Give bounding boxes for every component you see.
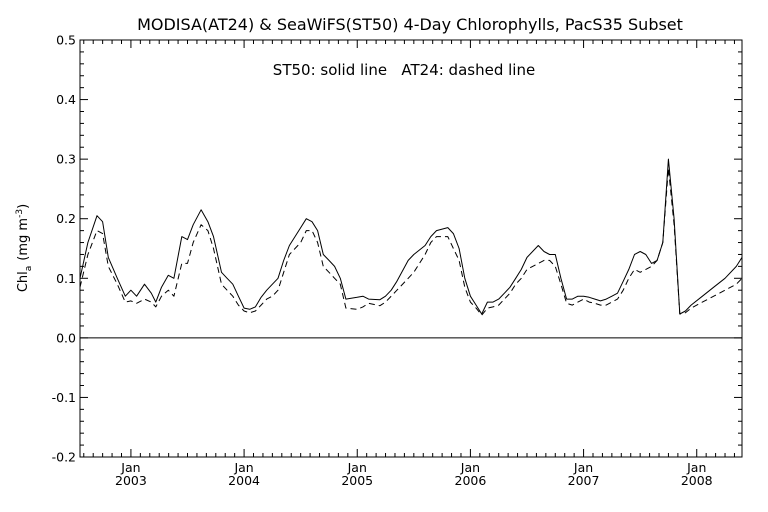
line-style-note: ST50: solid line AT24: dashed line — [273, 61, 535, 79]
x-tick-month: Jan — [120, 460, 140, 475]
dashed-line-note: AT24: dashed line — [401, 61, 535, 79]
plot-frame — [79, 39, 743, 458]
series-line-st50 — [79, 158, 743, 315]
y-tick-label: 0.5 — [56, 33, 76, 48]
y-tick-label: -0.1 — [52, 390, 76, 405]
plot-area: 0.50.40.30.20.10.0-0.1-0.2Jan2003Jan2004… — [52, 33, 743, 488]
x-tick-year: 2006 — [455, 473, 487, 488]
x-tick-month: Jan — [686, 460, 706, 475]
x-tick-month: Jan — [233, 460, 253, 475]
x-tick-year: 2005 — [341, 473, 373, 488]
x-tick-month: Jan — [573, 460, 593, 475]
y-tick-label: 0.1 — [56, 271, 76, 286]
x-tick-month: Jan — [460, 460, 480, 475]
x-tick-year: 2007 — [568, 473, 600, 488]
y-tick-label: 0.2 — [56, 211, 76, 226]
solid-line-note: ST50: solid line — [273, 61, 387, 79]
x-tick-year: 2008 — [681, 473, 713, 488]
x-tick-year: 2003 — [115, 473, 147, 488]
chart-title: MODISA(AT24) & SeaWiFS(ST50) 4-Day Chlor… — [137, 15, 683, 34]
y-tick-label: -0.2 — [52, 450, 76, 465]
x-tick-month: Jan — [347, 460, 367, 475]
y-axis-label: Chla(mg m-3) — [15, 204, 34, 292]
x-tick-year: 2004 — [228, 473, 260, 488]
y-tick-label: 0.3 — [56, 152, 76, 167]
y-tick-label: 0.4 — [56, 92, 76, 107]
series-line-at24 — [79, 167, 743, 316]
y-tick-label: 0.0 — [56, 330, 76, 345]
